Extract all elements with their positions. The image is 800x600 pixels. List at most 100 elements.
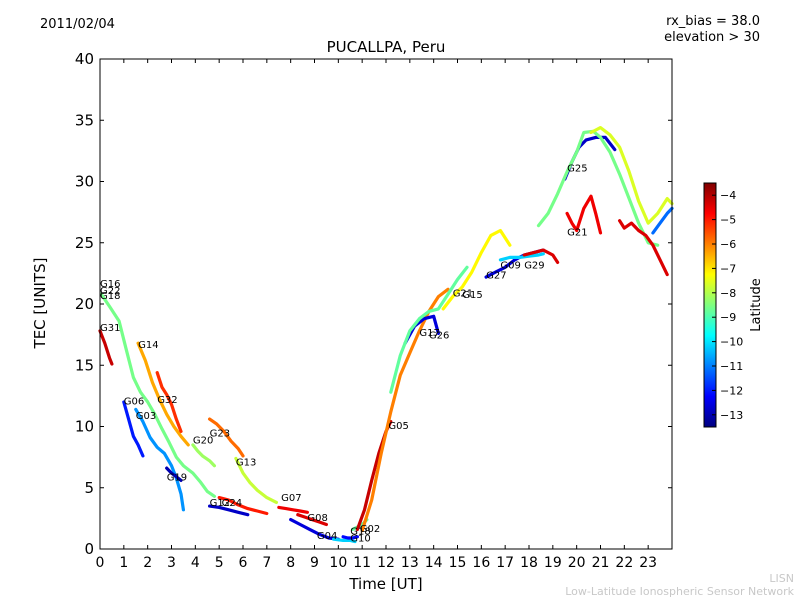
series-g03-3 bbox=[134, 407, 185, 512]
colorbar-tick-label-8: −8 bbox=[720, 287, 736, 300]
series-g19-6 bbox=[165, 466, 183, 482]
series-g20-7 bbox=[191, 443, 216, 468]
series-g31-1 bbox=[98, 329, 114, 366]
prn-label-3: G31 bbox=[100, 323, 120, 334]
prn-label-28: G25 bbox=[567, 164, 587, 175]
prn-label-21: G17 bbox=[419, 328, 439, 339]
prn-label-13: G24 bbox=[222, 498, 242, 509]
prn-label-5: G06 bbox=[124, 396, 144, 407]
x-tick-label-8: 8 bbox=[286, 555, 295, 571]
series-g16-0 bbox=[99, 292, 216, 498]
series-g10-15 bbox=[332, 537, 357, 544]
prn-label-23: G21 bbox=[453, 289, 473, 300]
x-tick-label-6: 6 bbox=[239, 555, 248, 571]
prn-label-7: G03 bbox=[136, 411, 156, 422]
elevation-label: elevation > 30 bbox=[664, 30, 760, 45]
prn-label-26: G09 bbox=[500, 261, 520, 272]
y-tick-label-35: 35 bbox=[75, 111, 94, 129]
prn-label-10: G13 bbox=[236, 458, 256, 469]
colorbar-tick-label-4: −4 bbox=[720, 189, 736, 202]
prn-label-20: G05 bbox=[388, 421, 408, 432]
prn-label-27: G29 bbox=[524, 261, 544, 272]
x-tick-label-9: 9 bbox=[310, 555, 319, 571]
y-tick-label-20: 20 bbox=[75, 295, 94, 313]
series-g18-16 bbox=[341, 535, 359, 540]
prn-label-4: G14 bbox=[138, 340, 158, 351]
colorbar-tick-label-11: −11 bbox=[720, 360, 743, 373]
footer-org-short: LISN bbox=[769, 572, 794, 585]
x-tick-label-16: 16 bbox=[472, 555, 490, 571]
series-g17-19 bbox=[360, 287, 450, 533]
series-g04-14 bbox=[289, 518, 340, 541]
colorbar-ticks: −4 −5 −6 −7 −8 −9 −10 −11 −12 −13 bbox=[712, 189, 743, 422]
colorbar-tick-label-7: −7 bbox=[720, 262, 736, 275]
x-tick-label-15: 15 bbox=[449, 555, 467, 571]
prn-label-19: G10 bbox=[350, 534, 370, 545]
y-tick-label-40: 40 bbox=[75, 50, 94, 68]
series-g14-4 bbox=[136, 341, 190, 447]
series-g11-30 bbox=[618, 219, 669, 277]
series-g12-10 bbox=[208, 504, 250, 517]
x-tick-label-11: 11 bbox=[353, 555, 371, 571]
prn-label-12: G12 bbox=[210, 498, 230, 509]
x-tick-label-5: 5 bbox=[215, 555, 224, 571]
x-tick-label-13: 13 bbox=[401, 555, 419, 571]
bias-elevation-info: rx_bias = 38.0 elevation > 30 bbox=[664, 14, 760, 46]
x-tick-label-3: 3 bbox=[167, 555, 176, 571]
x-tick-label-1: 1 bbox=[119, 555, 128, 571]
prn-label-1: G22 bbox=[100, 286, 120, 297]
colorbar: −4 −5 −6 −7 −8 −9 −10 −11 −12 −13 Latitude bbox=[703, 182, 764, 428]
series-g08-13 bbox=[296, 513, 328, 527]
footer-org-long: Low-Latitude Ionospheric Sensor Network bbox=[565, 585, 794, 598]
colorbar-tick-label-6: −6 bbox=[720, 238, 736, 251]
x-tick-label-0: 0 bbox=[96, 555, 105, 571]
prn-label-16: G04 bbox=[317, 531, 337, 542]
series-g29-25 bbox=[522, 248, 560, 264]
colorbar-tick-label-9: −9 bbox=[720, 311, 736, 324]
x-tick-label-2: 2 bbox=[143, 555, 152, 571]
x-tick-label-14: 14 bbox=[425, 555, 443, 571]
prn-label-0: G16 bbox=[100, 279, 120, 290]
x-tick-label-19: 19 bbox=[544, 555, 562, 571]
chart-title: PUCALLPA, Peru bbox=[326, 38, 446, 56]
x-ticks: 0 1 2 3 4 5 6 7 8 9 10 11 12 13 14 15 16 17 18 19 20 21 22 23 bbox=[96, 59, 657, 571]
series-g23-8 bbox=[208, 417, 245, 458]
x-tick-label-18: 18 bbox=[520, 555, 538, 571]
series-g21-28 bbox=[565, 194, 603, 235]
x-tick-label-4: 4 bbox=[191, 555, 200, 571]
colorbar-tick-label-12: −12 bbox=[720, 384, 743, 397]
prn-label-24: G15 bbox=[462, 290, 482, 301]
prn-label-29: G21 bbox=[567, 227, 587, 238]
prn-label-14: G07 bbox=[281, 493, 301, 504]
prn-label-9: G20 bbox=[193, 436, 213, 447]
y-tick-label-15: 15 bbox=[75, 356, 94, 374]
series-g21-21 bbox=[389, 265, 469, 394]
x-tick-label-23: 23 bbox=[639, 555, 657, 571]
prn-label-22: G26 bbox=[429, 330, 449, 341]
y-tick-label-5: 5 bbox=[84, 479, 94, 497]
prn-label-2: G18 bbox=[100, 291, 120, 302]
y-tick-label-10: 10 bbox=[75, 418, 94, 436]
series-layer bbox=[98, 126, 674, 544]
x-tick-label-7: 7 bbox=[262, 555, 271, 571]
prn-label-17: G18 bbox=[350, 526, 370, 537]
series-g26-20 bbox=[403, 314, 440, 345]
series-g07-12 bbox=[277, 505, 309, 514]
series-g32-5 bbox=[155, 371, 183, 433]
series-g22-27 bbox=[536, 129, 660, 247]
footer-credit: LISN Low-Latitude Ionospheric Sensor Net… bbox=[565, 572, 794, 598]
series-g30-29 bbox=[589, 126, 674, 225]
prn-label-25: G27 bbox=[486, 270, 506, 281]
colorbar-tick-label-5: −5 bbox=[720, 214, 736, 227]
series-g15-22 bbox=[441, 228, 512, 311]
x-axis-label: Time [UT] bbox=[349, 575, 423, 593]
y-ticks: 0 5 10 15 20 25 30 35 40 bbox=[75, 50, 672, 558]
series-g24-11 bbox=[217, 496, 269, 516]
prn-label-6: G32 bbox=[157, 395, 177, 406]
prn-label-18: G02 bbox=[360, 524, 380, 535]
rx-bias-label: rx_bias = 38.0 bbox=[666, 14, 760, 29]
prn-label-15: G08 bbox=[307, 513, 327, 524]
colorbar-label: Latitude bbox=[749, 278, 764, 332]
x-tick-label-12: 12 bbox=[377, 555, 395, 571]
